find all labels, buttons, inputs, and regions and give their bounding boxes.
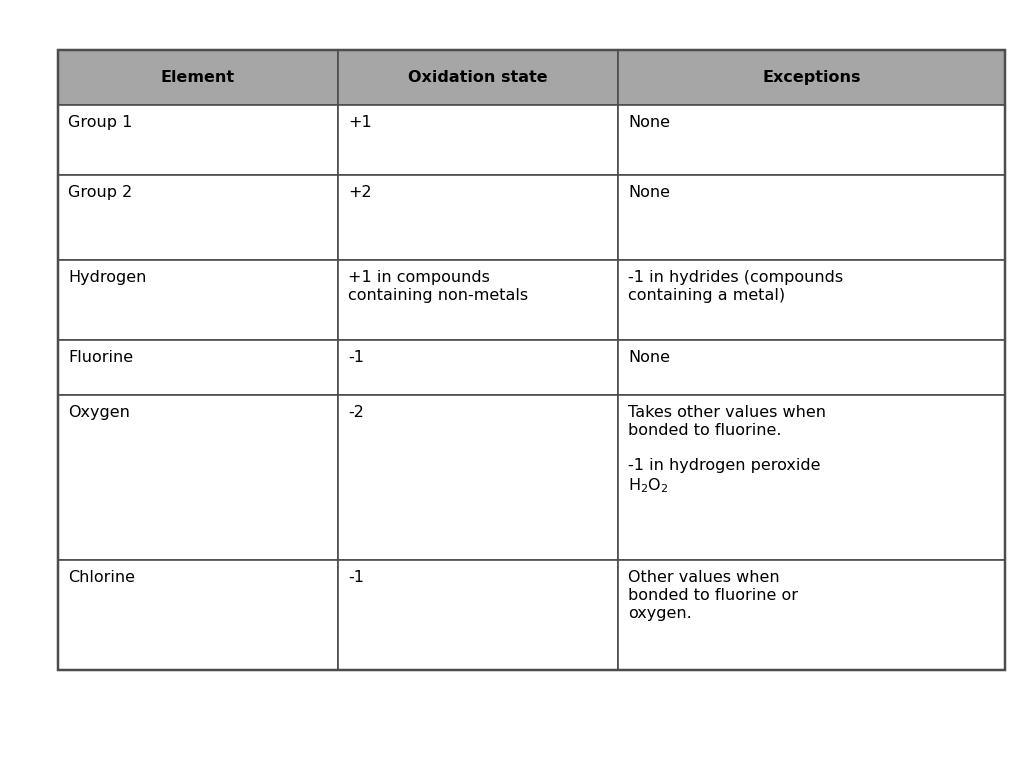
Text: None: None xyxy=(628,115,670,130)
Text: None: None xyxy=(628,185,670,200)
Text: Exceptions: Exceptions xyxy=(762,70,861,85)
Text: containing a metal): containing a metal) xyxy=(628,288,785,303)
Text: None: None xyxy=(628,350,670,365)
Text: Group 2: Group 2 xyxy=(68,185,132,200)
Text: H$_2$O$_2$: H$_2$O$_2$ xyxy=(628,476,669,495)
Text: Element: Element xyxy=(161,70,236,85)
Bar xyxy=(618,105,1005,175)
Text: Oxygen: Oxygen xyxy=(68,405,130,420)
Bar xyxy=(338,340,618,395)
Bar xyxy=(58,560,338,670)
Text: Oxidation state: Oxidation state xyxy=(409,70,548,85)
Text: +1 in compounds: +1 in compounds xyxy=(348,270,489,285)
Text: Hydrogen: Hydrogen xyxy=(68,270,146,285)
Text: -2: -2 xyxy=(348,405,364,420)
Text: Group 1: Group 1 xyxy=(68,115,132,130)
Text: Fluorine: Fluorine xyxy=(68,350,133,365)
Text: Chlorine: Chlorine xyxy=(68,570,135,585)
Bar xyxy=(618,50,1005,105)
Text: bonded to fluorine.: bonded to fluorine. xyxy=(628,423,781,438)
Bar xyxy=(338,105,618,175)
Bar xyxy=(58,260,338,340)
Bar xyxy=(338,175,618,260)
Text: Takes other values when: Takes other values when xyxy=(628,405,826,420)
Text: oxygen.: oxygen. xyxy=(628,606,692,621)
Bar xyxy=(58,395,338,560)
Text: -1: -1 xyxy=(348,350,364,365)
Bar xyxy=(618,340,1005,395)
Text: containing non-metals: containing non-metals xyxy=(348,288,528,303)
Bar xyxy=(58,175,338,260)
Text: -1: -1 xyxy=(348,570,364,585)
Bar xyxy=(618,175,1005,260)
Bar xyxy=(618,395,1005,560)
Text: -1 in hydrogen peroxide: -1 in hydrogen peroxide xyxy=(628,458,820,474)
Text: +1: +1 xyxy=(348,115,372,130)
Bar xyxy=(338,50,618,105)
Bar xyxy=(338,395,618,560)
Text: +2: +2 xyxy=(348,185,372,200)
Bar xyxy=(58,50,338,105)
Bar xyxy=(58,340,338,395)
Bar xyxy=(338,260,618,340)
Text: -1 in hydrides (compounds: -1 in hydrides (compounds xyxy=(628,270,843,285)
Bar xyxy=(58,50,1005,670)
Bar xyxy=(338,560,618,670)
Text: Other values when: Other values when xyxy=(628,570,779,585)
Bar xyxy=(58,105,338,175)
Bar xyxy=(618,260,1005,340)
Bar xyxy=(618,560,1005,670)
Text: bonded to fluorine or: bonded to fluorine or xyxy=(628,588,798,603)
